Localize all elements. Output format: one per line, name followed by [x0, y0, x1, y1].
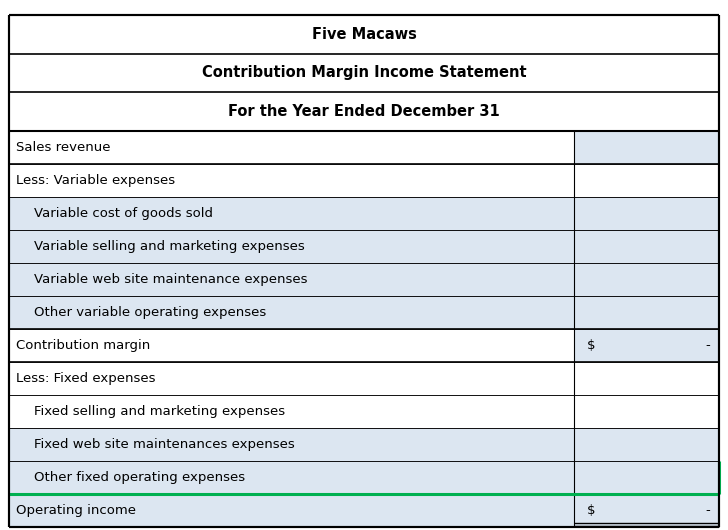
Bar	[574, 197, 719, 230]
Bar	[574, 296, 719, 329]
Text: Less: Fixed expenses: Less: Fixed expenses	[16, 372, 156, 385]
Bar	[574, 461, 719, 494]
Bar	[574, 494, 719, 527]
Text: Fixed web site maintenances expenses: Fixed web site maintenances expenses	[34, 438, 295, 451]
Bar	[9, 461, 574, 494]
Text: For the Year Ended December 31: For the Year Ended December 31	[228, 104, 500, 119]
Text: $: $	[587, 505, 596, 517]
Bar	[9, 296, 574, 329]
Bar	[574, 230, 719, 263]
Bar	[574, 263, 719, 296]
Text: Sales revenue: Sales revenue	[16, 141, 111, 154]
Bar	[9, 230, 574, 263]
Bar	[9, 428, 574, 461]
Bar	[574, 131, 719, 164]
Text: $: $	[587, 339, 596, 352]
Text: Operating income: Operating income	[16, 505, 136, 517]
Text: -: -	[705, 505, 711, 517]
Text: Fixed selling and marketing expenses: Fixed selling and marketing expenses	[34, 405, 285, 418]
Text: Variable cost of goods sold: Variable cost of goods sold	[34, 207, 213, 220]
Text: -: -	[705, 339, 711, 352]
Text: Contribution margin: Contribution margin	[16, 339, 150, 352]
Text: Contribution Margin Income Statement: Contribution Margin Income Statement	[202, 65, 526, 81]
Bar	[9, 263, 574, 296]
Bar	[9, 494, 574, 527]
Bar	[574, 329, 719, 362]
Text: Five Macaws: Five Macaws	[312, 26, 416, 42]
Text: Variable selling and marketing expenses: Variable selling and marketing expenses	[34, 240, 305, 253]
Text: Other fixed operating expenses: Other fixed operating expenses	[34, 471, 245, 484]
Text: Variable web site maintenance expenses: Variable web site maintenance expenses	[34, 273, 308, 286]
Bar	[574, 428, 719, 461]
Text: Other variable operating expenses: Other variable operating expenses	[34, 306, 266, 319]
Bar	[9, 197, 574, 230]
Text: Less: Variable expenses: Less: Variable expenses	[16, 174, 175, 187]
